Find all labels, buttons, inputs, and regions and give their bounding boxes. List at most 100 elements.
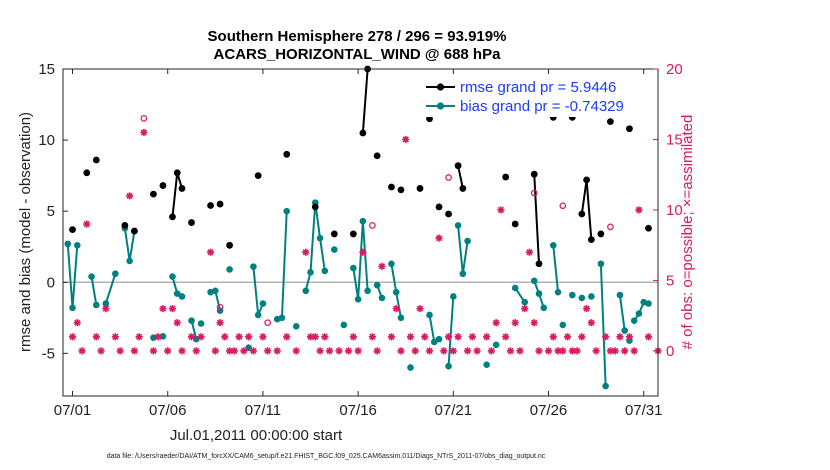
assimilated-count-marker <box>535 347 543 355</box>
assimilated-count-marker <box>425 347 434 355</box>
y-right-tick-label: 5 <box>666 272 674 289</box>
rmse-point <box>349 230 357 238</box>
y-right-tick-label: 20 <box>666 61 683 78</box>
legend-rmse-marker <box>436 83 445 91</box>
assimilated-count-marker <box>92 333 100 341</box>
rmse-point <box>254 172 262 180</box>
assimilated-count-marker <box>316 347 324 355</box>
rmse-point <box>283 150 291 158</box>
assimilated-count-marker <box>211 347 219 355</box>
assimilated-count-marker <box>397 347 405 355</box>
assimilated-count-marker <box>164 347 172 355</box>
bias-point <box>616 291 624 299</box>
assimilated-count-marker <box>354 347 362 355</box>
x-tick-label: 07/16 <box>339 402 377 419</box>
possible-count-marker <box>607 223 614 231</box>
bias-point <box>307 269 314 276</box>
bias-point <box>392 288 400 296</box>
assimilated-count-marker <box>302 248 310 256</box>
bias-point <box>173 290 181 297</box>
assimilated-count-marker <box>368 333 376 341</box>
bias-point <box>635 310 643 317</box>
plot-frame <box>62 68 659 397</box>
rmse-line-segment <box>533 174 540 264</box>
bias-point <box>321 267 329 275</box>
bias-line-segment <box>552 245 560 293</box>
rmse-point <box>578 210 586 218</box>
rmse-point <box>587 236 595 244</box>
assimilated-count-marker <box>549 333 557 341</box>
assimilated-count-marker <box>492 319 500 327</box>
assimilated-count-marker <box>530 319 538 327</box>
bias-point <box>93 301 100 309</box>
assimilated-count-marker <box>616 333 624 341</box>
assimilated-count-marker <box>511 319 519 327</box>
assimilated-count-marker <box>373 347 381 355</box>
bias-point <box>178 293 186 300</box>
bias-line-segment <box>447 296 455 367</box>
y-right-tick-label: 10 <box>666 202 683 219</box>
rmse-point <box>83 169 91 177</box>
assimilated-count-marker <box>582 305 591 313</box>
rmse-point <box>502 173 510 181</box>
bias-line-segment <box>90 276 98 306</box>
assimilated-count-marker <box>506 347 515 355</box>
bias-point <box>254 311 262 319</box>
legend: rmse grand pr = 5.9446 bias grand pr = -… <box>418 75 654 117</box>
y-left-tick-label: 15 <box>38 61 55 78</box>
y-axis-right-label: # of obs: o=possible; ×=assimilated <box>679 115 696 350</box>
bias-point <box>331 246 338 253</box>
bias-point <box>212 287 219 295</box>
assimilated-count-marker <box>411 347 419 355</box>
bias-point <box>359 217 367 225</box>
possible-count-marker <box>264 319 272 327</box>
bias-point <box>511 284 519 292</box>
bias-point <box>549 241 557 249</box>
assimilated-count-marker <box>625 333 634 341</box>
rmse-point <box>445 210 452 218</box>
rmse-point <box>416 185 424 192</box>
assimilated-count-marker <box>440 347 448 355</box>
bias-point <box>373 281 381 289</box>
assimilated-count-marker <box>468 333 476 341</box>
assimilated-count-marker <box>292 347 300 355</box>
assimilated-count-marker <box>525 248 534 256</box>
assimilated-count-marker <box>154 333 162 341</box>
assimilated-count-marker <box>578 333 586 341</box>
x-tick-label: 07/26 <box>530 402 568 419</box>
assimilated-count-marker <box>559 347 567 355</box>
bias-point <box>540 304 548 312</box>
legend-bias-marker <box>436 102 445 110</box>
plot-area <box>63 69 658 396</box>
bias-point <box>483 361 490 369</box>
assimilated-count-marker <box>359 248 367 256</box>
rmse-point <box>435 203 443 211</box>
rmse-point <box>330 230 338 238</box>
assimilated-count-marker <box>387 333 396 341</box>
bias-point <box>630 317 638 324</box>
bias-point <box>340 321 348 329</box>
bias-point <box>197 320 205 327</box>
assimilated-count-marker <box>497 206 505 214</box>
assimilated-count-marker <box>521 305 529 313</box>
possible-count-marker <box>530 189 538 197</box>
x-tick-label: 07/21 <box>435 402 473 419</box>
chart-title-line2: ACARS_HORIZONTAL_WIND @ 688 hPa <box>214 46 502 63</box>
assimilated-count-marker <box>73 319 81 327</box>
assimilated-count-marker <box>464 347 472 355</box>
assimilated-count-marker <box>135 333 143 341</box>
rmse-point <box>188 219 195 226</box>
assimilated-count-marker <box>311 333 319 341</box>
assimilated-count-marker <box>230 347 238 355</box>
bias-point <box>350 264 357 272</box>
bias-point <box>378 294 386 302</box>
bias-point <box>354 296 362 303</box>
x-tick-label: 07/01 <box>54 402 92 419</box>
bias-point <box>445 362 452 370</box>
rmse-point <box>311 203 319 211</box>
assimilated-count-marker <box>473 347 481 355</box>
assimilated-count-marker <box>192 347 200 355</box>
assimilated-count-marker <box>544 347 553 355</box>
bias-point <box>169 273 176 280</box>
